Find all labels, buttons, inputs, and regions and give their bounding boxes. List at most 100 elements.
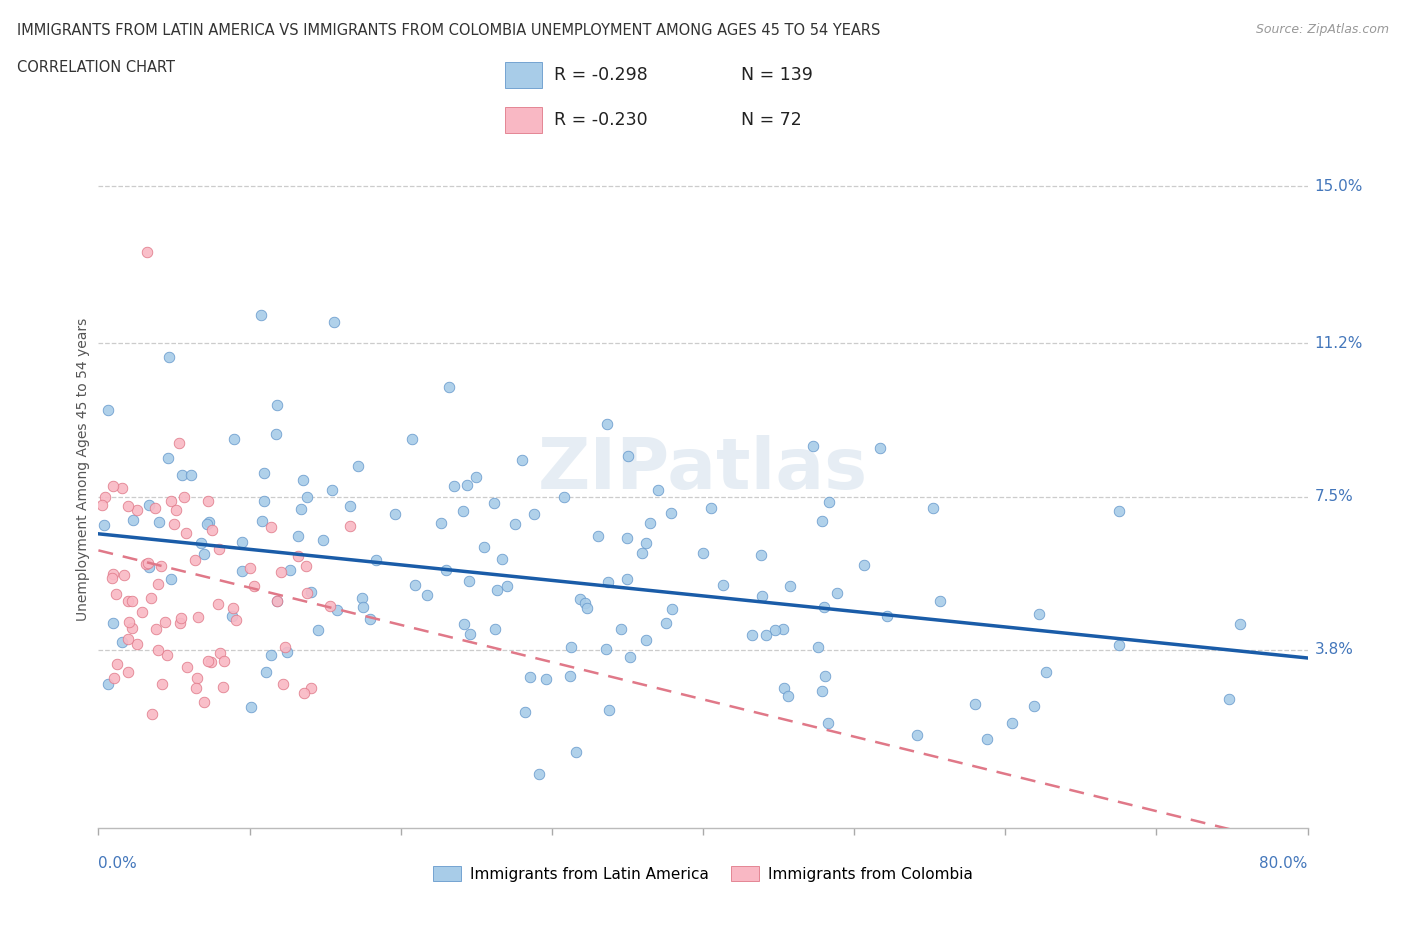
- Point: [145, 621, 167, 636]
- Point: [212, 679, 235, 694]
- Point: [905, 727, 928, 742]
- Point: [111, 634, 134, 649]
- Legend: Immigrants from Latin America, Immigrants from Colombia: Immigrants from Latin America, Immigrant…: [427, 860, 979, 888]
- Point: [312, 533, 335, 548]
- Point: [1035, 665, 1057, 680]
- Point: [307, 623, 329, 638]
- Point: [817, 715, 839, 730]
- Point: [150, 559, 173, 574]
- Point: [165, 502, 187, 517]
- Point: [250, 308, 273, 323]
- Point: [1218, 691, 1240, 706]
- Point: [401, 432, 423, 446]
- Point: [586, 529, 609, 544]
- Point: [1024, 698, 1046, 713]
- Text: 11.2%: 11.2%: [1315, 336, 1362, 351]
- Point: [876, 608, 898, 623]
- Point: [157, 450, 180, 465]
- Point: [619, 649, 641, 664]
- Point: [117, 631, 139, 646]
- Point: [266, 593, 288, 608]
- Text: N = 72: N = 72: [741, 111, 801, 129]
- Point: [136, 555, 159, 570]
- Point: [101, 570, 124, 585]
- Point: [352, 600, 374, 615]
- Point: [339, 498, 361, 513]
- Point: [616, 571, 638, 586]
- Text: 3.8%: 3.8%: [1315, 643, 1354, 658]
- Bar: [505, 62, 541, 88]
- Point: [184, 552, 207, 567]
- Point: [291, 472, 314, 487]
- Point: [711, 578, 734, 592]
- Point: [135, 557, 157, 572]
- Point: [122, 512, 145, 527]
- Point: [456, 478, 478, 493]
- Point: [852, 557, 875, 572]
- Point: [176, 525, 198, 540]
- Point: [811, 684, 834, 698]
- Point: [239, 561, 262, 576]
- Point: [266, 398, 288, 413]
- Point: [187, 609, 209, 624]
- Point: [105, 587, 128, 602]
- Point: [661, 602, 683, 617]
- Point: [260, 648, 283, 663]
- Point: [921, 500, 943, 515]
- Point: [347, 458, 370, 473]
- Point: [221, 608, 243, 623]
- Point: [458, 626, 481, 641]
- Point: [253, 494, 276, 509]
- Point: [169, 611, 191, 626]
- Point: [243, 578, 266, 593]
- Text: ZIPatlas: ZIPatlas: [538, 435, 868, 504]
- Point: [274, 639, 297, 654]
- Point: [534, 671, 557, 686]
- Point: [156, 647, 179, 662]
- Point: [453, 617, 475, 631]
- Text: CORRELATION CHART: CORRELATION CHART: [17, 60, 174, 75]
- Point: [143, 500, 166, 515]
- Point: [776, 688, 799, 703]
- Point: [121, 594, 143, 609]
- Point: [294, 685, 316, 700]
- Point: [239, 699, 262, 714]
- Point: [121, 621, 143, 636]
- Point: [125, 636, 148, 651]
- Point: [755, 628, 778, 643]
- Point: [323, 314, 346, 329]
- Point: [485, 582, 508, 597]
- Point: [451, 504, 474, 519]
- Point: [810, 513, 832, 528]
- Point: [617, 448, 640, 463]
- Point: [222, 432, 245, 446]
- Text: Source: ZipAtlas.com: Source: ZipAtlas.com: [1256, 23, 1389, 36]
- Point: [529, 766, 551, 781]
- Point: [638, 516, 661, 531]
- Point: [148, 643, 170, 658]
- Point: [751, 589, 773, 604]
- Point: [231, 535, 253, 550]
- Point: [172, 468, 194, 483]
- Point: [779, 578, 801, 593]
- Point: [271, 676, 294, 691]
- Point: [117, 498, 139, 513]
- Point: [103, 671, 125, 685]
- Point: [565, 745, 588, 760]
- Point: [159, 494, 181, 509]
- Point: [103, 566, 125, 581]
- Point: [519, 670, 541, 684]
- Point: [430, 516, 453, 531]
- Point: [197, 654, 219, 669]
- Point: [741, 627, 763, 642]
- Bar: [505, 107, 541, 133]
- Point: [596, 416, 619, 431]
- Point: [117, 594, 139, 609]
- Point: [295, 586, 318, 601]
- Point: [212, 654, 235, 669]
- Text: R = -0.298: R = -0.298: [554, 66, 648, 85]
- Point: [225, 613, 247, 628]
- Point: [553, 490, 575, 505]
- Point: [208, 645, 231, 660]
- Point: [827, 585, 849, 600]
